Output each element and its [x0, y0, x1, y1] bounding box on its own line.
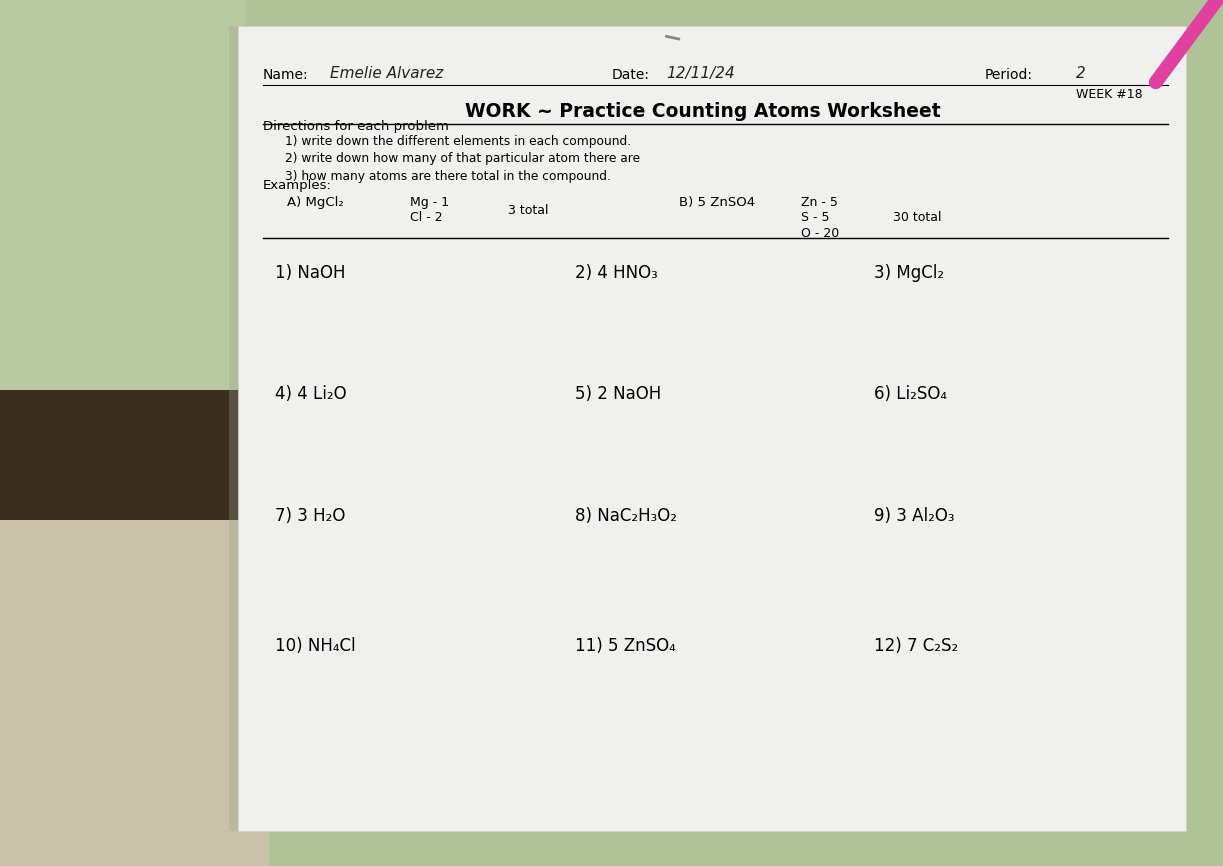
Text: Directions for each problem: Directions for each problem: [263, 120, 449, 132]
Text: 2) write down how many of that particular atom there are: 2) write down how many of that particula…: [285, 152, 640, 165]
Text: Cl - 2: Cl - 2: [410, 211, 443, 224]
Bar: [0, 0, 245, 390]
Text: 3) how many atoms are there total in the compound.: 3) how many atoms are there total in the…: [285, 170, 610, 183]
Bar: [0, 520, 269, 866]
Text: 12) 7 C₂S₂: 12) 7 C₂S₂: [874, 637, 959, 655]
Text: WORK ~ Practice Counting Atoms Worksheet: WORK ~ Practice Counting Atoms Worksheet: [466, 102, 940, 121]
Text: 8) NaC₂H₃O₂: 8) NaC₂H₃O₂: [575, 507, 676, 525]
Text: Emelie Alvarez: Emelie Alvarez: [330, 66, 444, 81]
Text: Period:: Period:: [985, 68, 1032, 82]
Text: Date:: Date:: [612, 68, 649, 82]
Text: 7) 3 H₂O: 7) 3 H₂O: [275, 507, 346, 525]
Text: 2) 4 HNO₃: 2) 4 HNO₃: [575, 264, 658, 282]
Text: 10) NH₄Cl: 10) NH₄Cl: [275, 637, 356, 655]
Text: Examples:: Examples:: [263, 179, 331, 192]
Text: 3 total: 3 total: [508, 204, 548, 216]
Text: 5) 2 NaOH: 5) 2 NaOH: [575, 385, 662, 404]
Text: 1) NaOH: 1) NaOH: [275, 264, 346, 282]
Text: B) 5 ZnSO4: B) 5 ZnSO4: [679, 196, 755, 209]
Bar: [229, 26, 238, 831]
Bar: [0, 390, 269, 537]
Text: WEEK #18: WEEK #18: [1076, 88, 1142, 101]
Text: 30 total: 30 total: [893, 211, 942, 224]
Bar: [238, 26, 1186, 831]
Text: A) MgCl₂: A) MgCl₂: [287, 196, 344, 209]
Text: Mg - 1: Mg - 1: [410, 196, 449, 209]
Text: 4) 4 Li₂O: 4) 4 Li₂O: [275, 385, 347, 404]
Text: 2: 2: [1076, 66, 1086, 81]
Text: 1) write down the different elements in each compound.: 1) write down the different elements in …: [285, 135, 631, 148]
Text: Zn - 5: Zn - 5: [801, 196, 838, 209]
Text: 6) Li₂SO₄: 6) Li₂SO₄: [874, 385, 948, 404]
Text: 9) 3 Al₂O₃: 9) 3 Al₂O₃: [874, 507, 955, 525]
Text: 11) 5 ZnSO₄: 11) 5 ZnSO₄: [575, 637, 675, 655]
Text: Name:: Name:: [263, 68, 308, 82]
Text: 3) MgCl₂: 3) MgCl₂: [874, 264, 944, 282]
Text: S - 5: S - 5: [801, 211, 829, 224]
Text: 12/11/24: 12/11/24: [667, 66, 735, 81]
Text: O - 20: O - 20: [801, 227, 839, 240]
